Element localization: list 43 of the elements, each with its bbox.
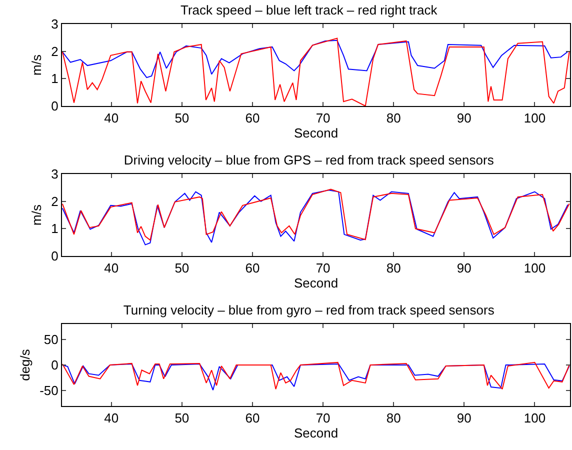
x-tick-label: 40 bbox=[104, 260, 119, 276]
x-tick-label: 60 bbox=[245, 410, 260, 426]
y-tick-label: 1 bbox=[51, 221, 58, 236]
x-tick-label: 80 bbox=[386, 260, 401, 276]
x-tick-label: 50 bbox=[174, 260, 190, 276]
x-tick-label: 70 bbox=[316, 110, 330, 126]
x-tick-label: 70 bbox=[316, 260, 330, 276]
x-tick-label: 70 bbox=[316, 410, 330, 426]
y-tick-label: 50 bbox=[44, 332, 58, 347]
y-tick-label: 0 bbox=[51, 248, 58, 264]
chart-title: Turning velocity – blue from gyro – red from track speed sensors bbox=[123, 302, 495, 318]
x-tick-label: 60 bbox=[245, 260, 260, 276]
x-axis-title: Second bbox=[294, 126, 338, 141]
x-tick-label: 100 bbox=[524, 410, 546, 426]
line-series bbox=[62, 38, 570, 106]
y-tick-label: 0 bbox=[51, 98, 58, 114]
y-tick-label: 1 bbox=[51, 71, 58, 86]
y-axis-title: deg/s bbox=[18, 348, 33, 381]
line-series bbox=[62, 40, 568, 78]
y-tick-label: -50 bbox=[40, 383, 58, 398]
x-tick-label: 80 bbox=[386, 410, 401, 426]
y-tick-label: 3 bbox=[51, 16, 58, 32]
x-tick-label: 100 bbox=[524, 260, 546, 276]
y-axis-title: m/s bbox=[29, 54, 44, 76]
x-tick-label: 100 bbox=[524, 110, 546, 126]
y-tick-label: 2 bbox=[51, 194, 58, 209]
y-tick-label: 0 bbox=[51, 358, 58, 373]
x-tick-label: 50 bbox=[174, 410, 190, 426]
x-tick-label: 60 bbox=[245, 110, 260, 126]
x-tick-label: 90 bbox=[456, 260, 472, 276]
x-tick-label: 40 bbox=[104, 110, 119, 126]
chart-title: Track speed – blue left track – red right track bbox=[180, 2, 438, 18]
y-tick-label: 2 bbox=[51, 44, 58, 59]
x-tick-label: 90 bbox=[456, 410, 472, 426]
x-tick-label: 40 bbox=[104, 410, 119, 426]
y-tick-label: 3 bbox=[51, 166, 58, 182]
chart-title: Driving velocity – blue from GPS – red from track speed sensors bbox=[124, 152, 494, 168]
y-axis-title: m/s bbox=[29, 204, 44, 226]
x-tick-label: 50 bbox=[174, 110, 190, 126]
x-axis-title: Second bbox=[294, 276, 338, 291]
x-tick-label: 90 bbox=[456, 110, 472, 126]
x-tick-label: 80 bbox=[386, 110, 401, 126]
x-axis-title: Second bbox=[294, 426, 338, 441]
